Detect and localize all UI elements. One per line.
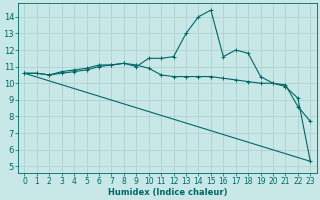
X-axis label: Humidex (Indice chaleur): Humidex (Indice chaleur)	[108, 188, 227, 197]
